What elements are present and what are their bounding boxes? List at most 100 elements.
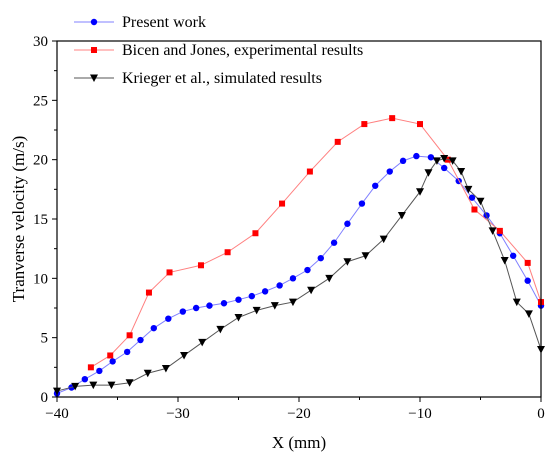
x-tick-label: −30 <box>166 406 189 422</box>
data-point <box>166 269 173 276</box>
data-point <box>234 313 243 322</box>
y-tick-label: 0 <box>41 390 49 406</box>
data-point <box>165 315 172 322</box>
data-point <box>524 277 531 284</box>
data-point <box>235 296 242 303</box>
data-point <box>441 164 448 172</box>
data-point <box>304 266 311 274</box>
axes-layer: −40 −30 −20 −10 0 0 5 10 15 20 25 30 <box>33 34 545 422</box>
data-point <box>361 121 368 128</box>
data-point <box>468 194 476 201</box>
data-point <box>143 369 152 378</box>
data-point <box>432 157 441 165</box>
data-point <box>386 168 393 175</box>
data-point <box>123 348 131 356</box>
data-point <box>343 258 352 266</box>
data-point <box>150 324 157 332</box>
legend-label: Krieger et al., simulated results <box>122 70 322 87</box>
data-point <box>427 154 435 161</box>
data-point <box>457 168 466 176</box>
data-point <box>261 288 269 295</box>
data-point <box>161 365 170 373</box>
data-point <box>180 351 189 360</box>
data-point <box>224 249 231 256</box>
y-tick-label: 25 <box>33 93 48 109</box>
y-tick-label: 20 <box>33 153 48 169</box>
data-point <box>81 376 89 383</box>
data-point <box>96 367 103 375</box>
data-point <box>289 275 297 282</box>
series-layer <box>53 115 545 397</box>
x-tick-label: −40 <box>45 406 68 422</box>
x-tick-label: −10 <box>408 406 431 422</box>
data-point <box>137 336 144 344</box>
x-tick-label: −20 <box>287 406 310 422</box>
legend-item-1: Present work <box>74 14 206 31</box>
data-point <box>334 138 341 145</box>
data-point <box>399 157 407 165</box>
data-point <box>276 282 283 289</box>
data-point <box>126 332 133 339</box>
data-point <box>192 304 200 312</box>
data-point <box>325 274 334 283</box>
data-point <box>389 115 396 122</box>
data-point <box>361 252 370 260</box>
y-tick-label: 30 <box>33 34 48 50</box>
series-1 <box>53 152 545 397</box>
data-point <box>476 197 485 206</box>
data-point <box>252 306 261 315</box>
data-point <box>252 230 259 237</box>
data-point <box>279 200 286 207</box>
data-point <box>145 289 152 296</box>
data-point <box>416 188 424 196</box>
data-point <box>220 300 228 307</box>
data-point <box>89 381 98 390</box>
data-point <box>87 364 94 371</box>
data-point <box>288 298 297 307</box>
data-point <box>496 227 503 234</box>
data-point <box>372 182 379 189</box>
data-point <box>248 292 256 300</box>
data-point <box>198 338 207 347</box>
data-point <box>417 121 423 128</box>
data-point <box>464 185 473 194</box>
data-point <box>125 379 134 387</box>
legend-label: Bicen and Jones, experimental results <box>122 42 363 59</box>
data-point <box>330 239 338 246</box>
data-point <box>306 168 313 175</box>
data-point <box>524 259 531 266</box>
x-tick-label: 0 <box>537 406 545 422</box>
legend-swatch-marker <box>90 18 98 26</box>
legend: Present work Bicen and Jones, experimenta… <box>74 14 363 87</box>
data-point <box>206 302 213 309</box>
legend-item-2: Bicen and Jones, experimental results <box>74 42 363 59</box>
legend-label: Present work <box>122 14 206 31</box>
data-point <box>216 325 225 334</box>
data-point <box>440 154 449 163</box>
legend-item-3: Krieger et al., simulated results <box>74 70 322 87</box>
y-tick-label: 15 <box>33 212 48 228</box>
data-point <box>448 157 457 165</box>
y-axis-title: Tranverse velocity (m/s) <box>9 136 28 303</box>
data-point <box>344 220 351 227</box>
data-point <box>500 257 509 265</box>
data-point <box>424 169 433 177</box>
data-point <box>107 352 114 359</box>
data-point <box>317 254 324 262</box>
data-point <box>379 235 388 244</box>
data-point <box>197 262 204 269</box>
series-3 <box>53 154 545 396</box>
y-tick-label: 5 <box>41 331 49 347</box>
data-point <box>488 227 497 235</box>
data-point <box>358 200 366 207</box>
data-point <box>512 298 521 307</box>
data-point <box>413 152 420 160</box>
data-point <box>397 211 406 220</box>
x-axis-title: X (mm) <box>272 433 326 452</box>
legend-swatch-marker <box>91 47 97 53</box>
data-point <box>179 308 187 315</box>
data-point <box>270 302 279 310</box>
data-point <box>71 382 80 391</box>
legend-swatch-marker <box>90 74 98 82</box>
data-point <box>107 381 116 390</box>
